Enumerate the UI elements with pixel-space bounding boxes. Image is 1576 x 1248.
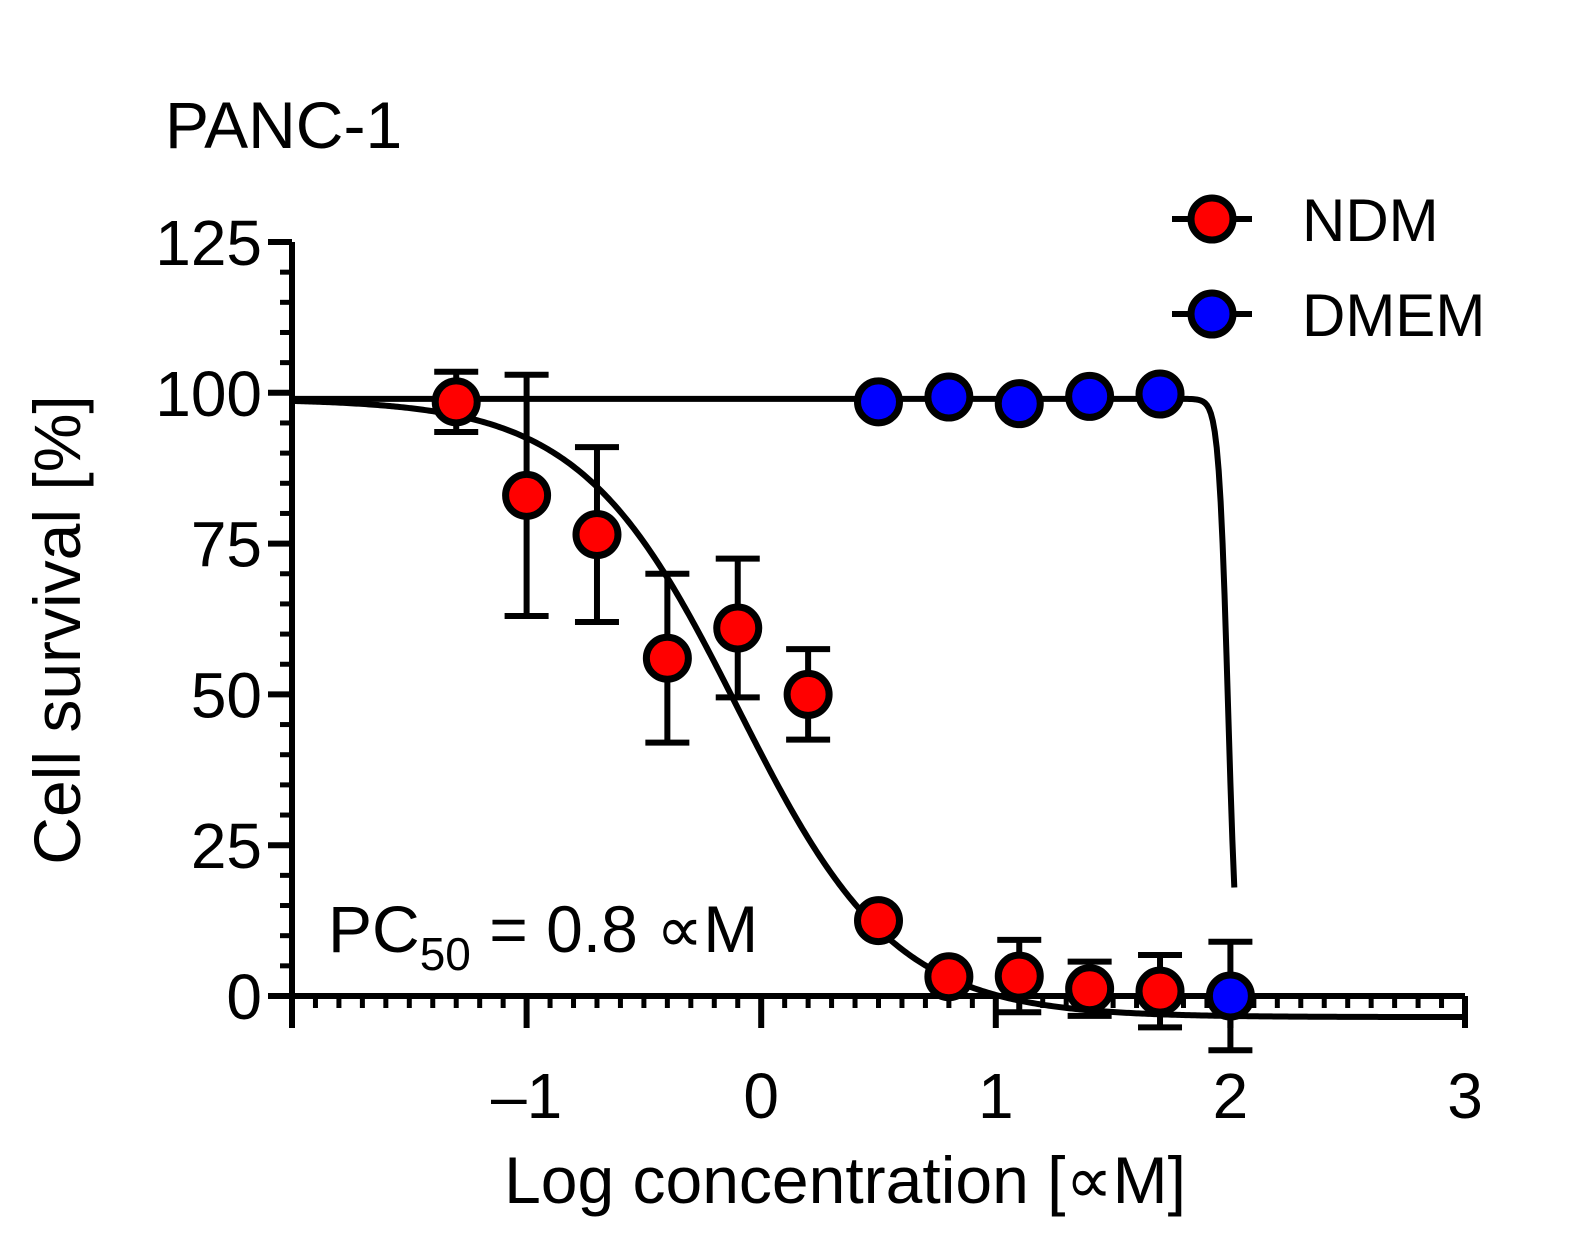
y-tick-label: 25 — [191, 810, 262, 882]
data-point-ndm — [994, 951, 1044, 1001]
y-tick-label: 125 — [155, 207, 262, 279]
data-point-ndm — [572, 510, 622, 560]
legend-label-dmem: DMEM — [1302, 282, 1485, 349]
x-tick-label: 1 — [978, 1060, 1014, 1132]
x-tick-label: 3 — [1447, 1060, 1483, 1132]
data-points — [431, 369, 1255, 1021]
pc50-prefix: PC — [328, 892, 420, 966]
legend-marker-dmem — [1187, 289, 1237, 339]
x-ticks: –1 0 1 2 3 — [289, 996, 1483, 1132]
data-point-ndm — [854, 896, 903, 946]
y-tick-label: 0 — [226, 961, 262, 1033]
legend-item-ndm: NDM — [1172, 187, 1439, 254]
legend-item-dmem: DMEM — [1172, 282, 1485, 349]
data-point-dmem — [994, 379, 1044, 429]
data-point-ndm — [924, 952, 974, 1002]
legend-marker-ndm — [1187, 194, 1237, 244]
data-point-ndm — [502, 470, 552, 520]
data-point-dmem — [854, 377, 903, 427]
y-axis-label: Cell survival [%] — [20, 395, 94, 864]
y-tick-label: 75 — [191, 509, 262, 581]
pc50-subscript: 50 — [420, 928, 471, 980]
data-point-ndm — [642, 633, 692, 683]
x-tick-label: 2 — [1213, 1060, 1249, 1132]
data-point-dmem — [1205, 971, 1255, 1021]
fit-curve-dmem — [292, 395, 1238, 888]
data-point-ndm — [431, 377, 481, 427]
data-point-ndm — [783, 669, 833, 719]
legend-label-ndm: NDM — [1302, 187, 1439, 254]
y-tick-label: 100 — [155, 358, 262, 430]
data-point-dmem — [1065, 371, 1115, 421]
y-tick-label: 50 — [191, 659, 262, 731]
x-tick-label: –1 — [491, 1060, 562, 1132]
pc50-annotation: PC50 = 0.8 ∝M — [328, 892, 758, 980]
legend: NDM DMEM — [1172, 187, 1485, 349]
x-tick-label: 0 — [743, 1060, 779, 1132]
data-point-ndm — [713, 603, 763, 653]
data-point-ndm — [1065, 964, 1115, 1014]
x-axis-label: Log concentration [∝M] — [504, 1143, 1186, 1217]
y-ticks: 0 25 50 75 100 125 — [155, 207, 292, 1033]
data-point-ndm — [1135, 966, 1185, 1016]
pc50-value: = 0.8 ∝M — [471, 892, 758, 966]
data-point-dmem — [924, 372, 974, 422]
chart-title: PANC-1 — [165, 88, 402, 162]
data-point-dmem — [1135, 369, 1185, 419]
